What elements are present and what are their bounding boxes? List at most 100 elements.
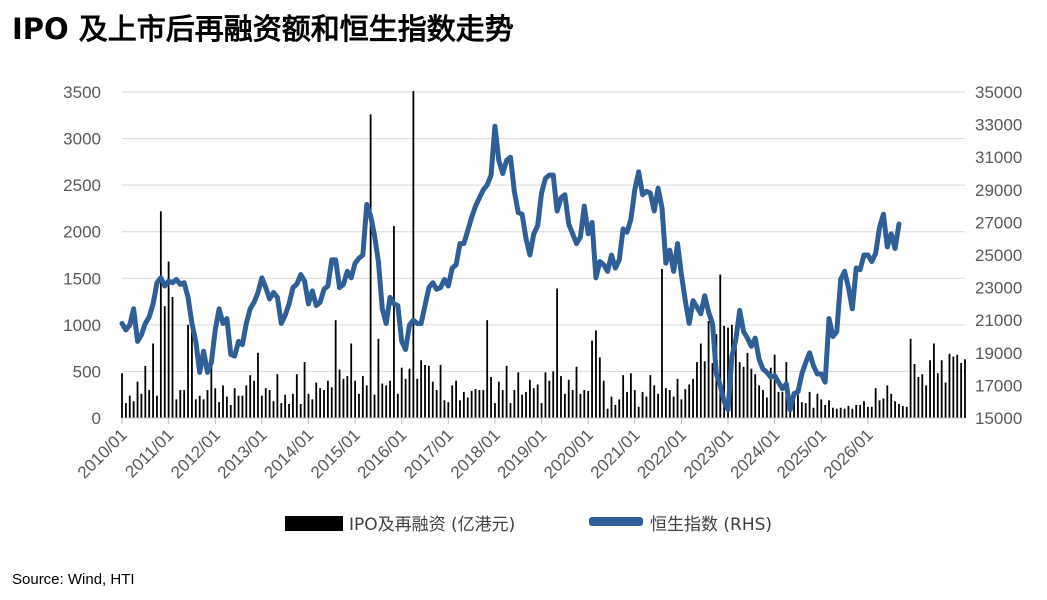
bar	[765, 397, 768, 418]
bar	[777, 391, 780, 418]
grid-lines	[122, 91, 965, 419]
bar	[494, 403, 496, 418]
bar	[249, 375, 252, 418]
bar	[878, 400, 881, 418]
bar	[342, 378, 345, 418]
bar	[859, 404, 862, 418]
bar	[614, 404, 617, 418]
bar	[851, 408, 854, 418]
bar	[843, 408, 846, 418]
bar	[474, 389, 477, 418]
bar	[870, 406, 873, 418]
bar	[742, 366, 745, 418]
bar	[676, 378, 679, 418]
right-tick-label: 17000	[975, 376, 1022, 395]
bar	[641, 391, 644, 418]
line-series	[119, 123, 902, 413]
bar	[960, 363, 963, 418]
left-tick-label: 3500	[63, 83, 101, 102]
bar	[315, 382, 318, 418]
x-tick-label: 2018/01	[447, 425, 504, 482]
bar	[835, 408, 838, 418]
bar	[672, 396, 675, 418]
bar	[194, 399, 197, 418]
bar	[241, 395, 244, 418]
bar	[486, 320, 489, 418]
bar	[148, 390, 151, 418]
bar	[940, 360, 943, 418]
left-axis-ticks: 0 500 1000 1500 2000 2500 3000 3500	[63, 83, 101, 428]
bar	[645, 396, 648, 418]
bar	[571, 390, 574, 418]
bar	[319, 388, 322, 418]
bar	[268, 390, 271, 418]
bar	[424, 364, 426, 418]
bar	[525, 391, 527, 418]
bar	[948, 353, 951, 418]
right-tick-label: 33000	[975, 116, 1022, 135]
chart-title: IPO 及上市后再融资额和恒生指数走势	[12, 12, 514, 46]
bar	[540, 403, 543, 418]
bar	[738, 362, 741, 418]
bar	[396, 393, 399, 418]
bar	[532, 388, 535, 418]
bar	[124, 403, 127, 418]
bar	[478, 390, 481, 418]
left-tick-label: 1500	[63, 269, 101, 288]
bar	[206, 390, 209, 418]
x-tick-label: 2012/01	[167, 425, 224, 482]
bar	[793, 394, 795, 418]
x-tick-label: 2020/01	[540, 425, 597, 482]
bar	[144, 365, 147, 418]
source-note: Source: Wind, HTI	[12, 571, 135, 588]
bar	[591, 340, 593, 418]
bar	[307, 393, 310, 418]
bar	[587, 390, 590, 418]
bar	[334, 320, 337, 418]
bar	[202, 399, 205, 418]
x-axis-ticks: 2010/012011/012012/012013/012014/012015/…	[74, 418, 877, 482]
x-tick-label: 2021/01	[587, 425, 644, 482]
legend-bar-label: IPO及再融资 (亿港元)	[349, 515, 515, 535]
bar	[303, 362, 306, 418]
bar	[536, 384, 539, 418]
bar	[323, 390, 325, 418]
bar	[132, 401, 135, 418]
bar	[630, 373, 632, 418]
bar	[956, 354, 959, 418]
bar	[373, 394, 376, 418]
bar	[622, 375, 625, 418]
bar	[175, 399, 178, 418]
left-tick-label: 0	[92, 409, 101, 428]
bar	[163, 306, 166, 418]
legend-line-label: 恒生指数 (RHS)	[650, 515, 772, 535]
bar	[863, 401, 865, 418]
bar	[439, 364, 442, 418]
bar	[874, 388, 877, 418]
bar	[929, 360, 931, 418]
bar	[664, 388, 667, 418]
bar	[800, 402, 803, 418]
bar	[808, 391, 811, 418]
bar	[198, 395, 201, 418]
x-tick-label: 2014/01	[260, 425, 317, 482]
bar	[428, 365, 430, 418]
bar	[459, 400, 461, 418]
bar	[152, 343, 154, 418]
bar	[381, 383, 384, 418]
left-tick-label: 3000	[63, 130, 101, 149]
bar	[657, 393, 659, 418]
bar	[933, 343, 935, 418]
bar	[633, 390, 636, 418]
x-tick-label: 2019/01	[493, 425, 550, 482]
bar	[711, 363, 714, 418]
x-tick-label: 2015/01	[307, 425, 364, 482]
bar	[649, 375, 652, 418]
bar	[769, 367, 772, 418]
bar	[866, 406, 869, 418]
bar	[684, 389, 687, 418]
bar	[128, 395, 131, 418]
left-tick-label: 2500	[63, 176, 101, 195]
left-tick-label: 1000	[63, 316, 101, 335]
bar	[758, 385, 761, 418]
